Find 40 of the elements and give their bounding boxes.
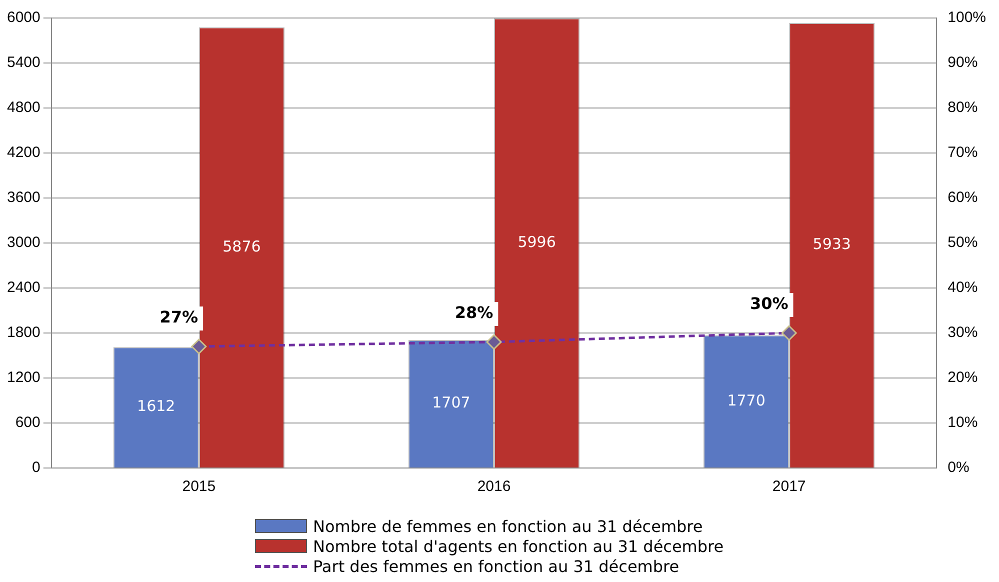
y-tick-label: 6000	[6, 9, 40, 26]
x-tick-label: 2017	[772, 478, 806, 496]
data-label: 30%	[750, 294, 788, 314]
y2-tick-label: 100%	[948, 9, 986, 26]
y-tick-label: 1200	[6, 369, 40, 386]
data-label: 27%	[160, 308, 198, 327]
y-tick-label: 2400	[6, 279, 40, 296]
point	[781, 325, 797, 341]
x-tick-label: 2015	[182, 478, 216, 496]
data-label: 28%	[454, 303, 494, 322]
y2-tick-label: 30%	[948, 324, 978, 342]
y-tick-label: 1800	[6, 324, 40, 342]
legend-label: Part des femmes en fonction au 31 décembre	[313, 556, 680, 576]
y2-tick-label: 90%	[948, 54, 978, 72]
data-label: 5996	[518, 232, 556, 251]
y2-tick-label: 10%	[948, 414, 978, 432]
y-tick-label: 0	[32, 459, 40, 476]
point	[191, 338, 207, 354]
y-tick-label: 3000	[6, 234, 40, 252]
data-label: 1612	[137, 397, 176, 416]
point	[486, 334, 502, 350]
y2-tick-label: 70%	[948, 144, 978, 162]
legend-label: Nombre total d'agents en fonction au 31 décembre	[313, 536, 724, 556]
y-tick-label: 4800	[6, 99, 40, 116]
y-tick-label: 3600	[6, 189, 40, 206]
y-tick-label: 600	[15, 414, 40, 432]
y2-tick-label: 40%	[948, 279, 978, 296]
data-label: 1770	[727, 391, 766, 410]
data-label: 5933	[812, 235, 851, 254]
x-tick-label: 2016	[477, 478, 511, 496]
legend-label: Nombre de femmes en fonction au 31 décembre	[313, 516, 703, 536]
y2-tick-label: 60%	[948, 189, 978, 206]
data-label: 1707	[432, 394, 470, 412]
y2-tick-label: 0%	[948, 459, 970, 476]
y-tick-label: 4200	[6, 144, 40, 162]
data-label: 5876	[222, 237, 261, 256]
y2-tick-label: 80%	[948, 99, 978, 116]
y-tick-label: 5400	[6, 54, 40, 72]
y2-tick-label: 50%	[948, 234, 978, 252]
y2-tick-label: 20%	[948, 369, 978, 386]
